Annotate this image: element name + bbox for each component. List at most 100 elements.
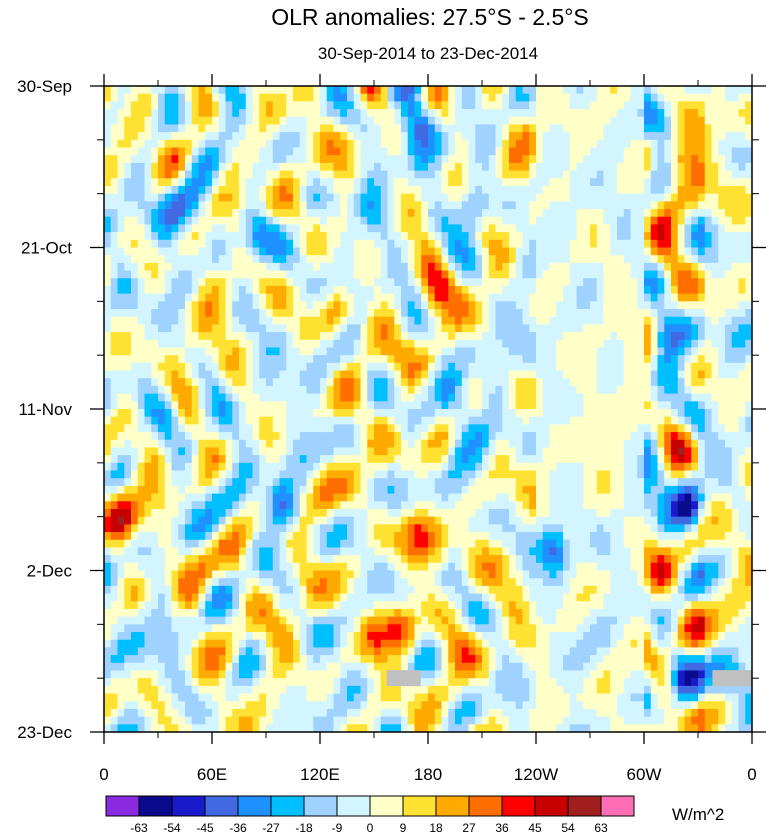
heatmap-cell xyxy=(178,332,186,341)
heatmap-cell xyxy=(171,362,179,372)
heatmap-cell xyxy=(488,409,497,418)
heatmap-cell xyxy=(576,132,584,141)
heatmap-cell xyxy=(657,224,665,233)
heatmap-cell xyxy=(191,316,200,325)
heatmap-cell xyxy=(198,139,206,149)
heatmap-cell xyxy=(239,424,247,433)
heatmap-cell xyxy=(704,285,713,295)
heatmap-cell xyxy=(522,86,530,95)
heatmap-cell xyxy=(272,247,281,256)
heatmap-cell xyxy=(178,185,186,195)
heatmap-cell xyxy=(515,239,524,249)
heatmap-cell xyxy=(299,278,308,287)
heatmap-cell xyxy=(718,409,726,418)
heatmap-cell xyxy=(144,270,152,279)
heatmap-cell xyxy=(738,293,746,302)
heatmap-cell xyxy=(718,262,726,272)
heatmap-cell xyxy=(617,201,625,210)
heatmap-cell xyxy=(684,424,692,433)
heatmap-cell xyxy=(279,109,287,118)
heatmap-cell xyxy=(488,309,497,318)
heatmap-cell xyxy=(745,447,752,456)
heatmap-cell xyxy=(124,439,132,449)
heatmap-cell xyxy=(745,93,752,102)
heatmap-cell xyxy=(191,155,200,164)
heatmap-cell xyxy=(698,124,706,133)
heatmap-cell xyxy=(266,462,274,472)
heatmap-cell xyxy=(644,401,652,410)
heatmap-cell xyxy=(650,139,659,149)
heatmap-cell xyxy=(212,424,220,433)
heatmap-cell xyxy=(623,86,632,95)
heatmap-cell xyxy=(617,209,625,218)
heatmap-cell xyxy=(239,455,247,464)
heatmap-cell xyxy=(509,232,517,241)
heatmap-cell xyxy=(326,378,335,387)
heatmap-cell xyxy=(718,255,726,264)
heatmap-cell xyxy=(191,178,200,187)
heatmap-cell xyxy=(117,339,125,349)
heatmap-cell xyxy=(711,170,719,179)
heatmap-cell xyxy=(225,278,233,287)
heatmap-cell xyxy=(745,255,752,264)
heatmap-cell xyxy=(198,101,206,110)
heatmap-cell xyxy=(725,116,733,126)
heatmap-cell xyxy=(441,209,449,218)
heatmap-cell xyxy=(387,355,395,364)
heatmap-cell xyxy=(367,193,375,202)
heatmap-cell xyxy=(664,101,672,110)
heatmap-cell xyxy=(549,378,557,387)
heatmap-cell xyxy=(225,262,233,272)
heatmap-cell xyxy=(482,316,490,325)
heatmap-cell xyxy=(610,262,618,272)
heatmap-cell xyxy=(630,216,638,226)
heatmap-cell xyxy=(630,262,638,272)
heatmap-cell xyxy=(218,332,227,341)
heatmap-cell xyxy=(212,301,220,310)
heatmap-cell xyxy=(333,270,341,279)
heatmap-cell xyxy=(596,316,605,325)
heatmap-cell xyxy=(509,216,517,226)
heatmap-cell xyxy=(529,255,537,264)
heatmap-cell xyxy=(137,170,146,179)
heatmap-cell xyxy=(407,362,416,372)
heatmap-cell xyxy=(603,432,611,441)
heatmap-cell xyxy=(198,370,206,379)
heatmap-cell xyxy=(286,462,294,472)
heatmap-cell xyxy=(502,86,510,95)
heatmap-cell xyxy=(151,224,159,233)
heatmap-cell xyxy=(144,147,152,156)
heatmap-cell xyxy=(394,201,402,210)
heatmap-cell xyxy=(131,124,139,133)
heatmap-cell xyxy=(306,278,314,287)
heatmap-cell xyxy=(428,439,436,449)
heatmap-cell xyxy=(515,162,524,172)
heatmap-cell xyxy=(549,455,557,464)
heatmap-cell xyxy=(421,409,429,418)
heatmap-cell xyxy=(320,216,328,226)
heatmap-cell xyxy=(117,178,125,187)
heatmap-cell xyxy=(239,270,247,279)
heatmap-cell xyxy=(644,170,652,179)
heatmap-cell xyxy=(623,232,632,241)
heatmap-cell xyxy=(205,109,213,118)
heatmap-cell xyxy=(144,139,152,149)
heatmap-cell xyxy=(124,378,132,387)
heatmap-cell xyxy=(137,324,146,333)
heatmap-cell xyxy=(326,262,335,272)
heatmap-cell xyxy=(644,193,652,202)
heatmap-cell xyxy=(556,447,564,456)
heatmap-cell xyxy=(151,147,159,156)
heatmap-cell xyxy=(401,432,409,441)
heatmap-cell xyxy=(583,255,591,264)
heatmap-cell xyxy=(394,270,402,279)
heatmap-cell xyxy=(617,401,625,410)
heatmap-cell xyxy=(421,462,429,472)
heatmap-cell xyxy=(279,155,287,164)
heatmap-cell xyxy=(252,324,260,333)
heatmap-cell xyxy=(110,101,119,110)
heatmap-cell xyxy=(144,124,152,133)
heatmap-cell xyxy=(124,409,132,418)
heatmap-cell xyxy=(259,370,267,379)
heatmap-cell xyxy=(576,155,584,164)
